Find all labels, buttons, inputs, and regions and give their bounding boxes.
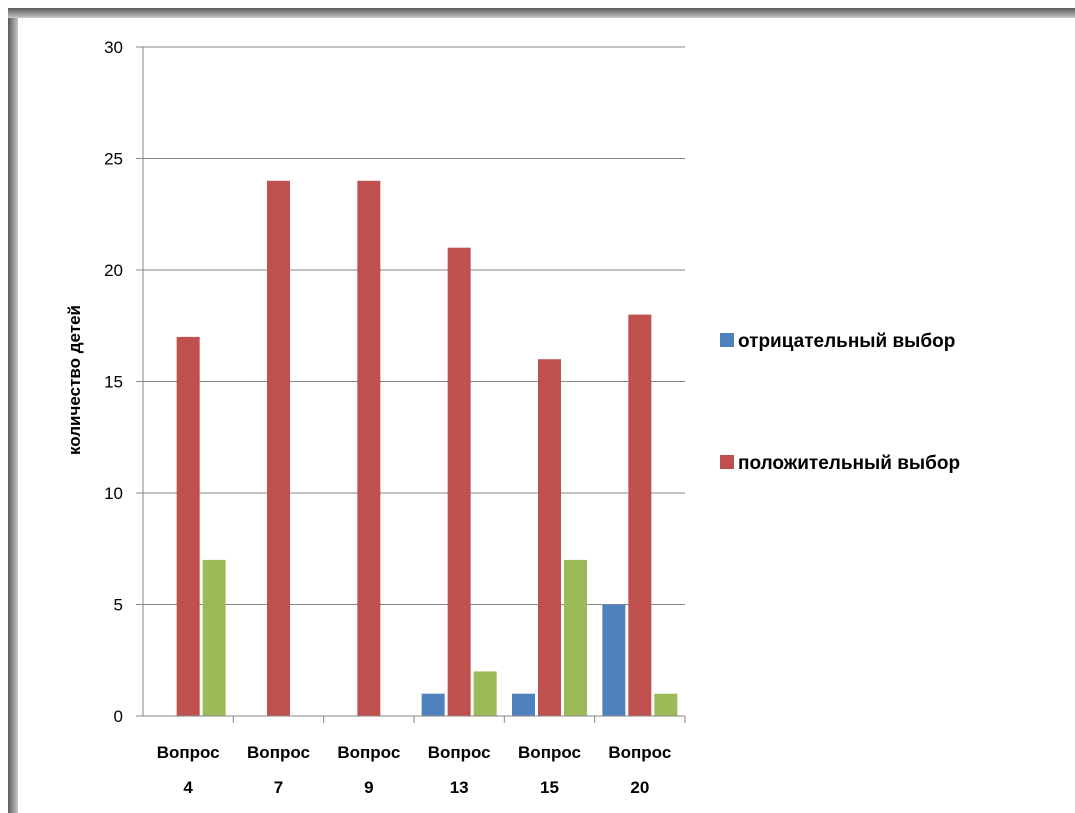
y-tick-label: 0 (114, 707, 123, 726)
legend-label: отрицательный выбор (738, 331, 955, 352)
y-tick-label: 20 (104, 261, 123, 280)
x-tick-label: 20 (630, 778, 649, 797)
x-tick-label: 4 (183, 778, 193, 797)
x-tick-labels: Вопрос 4 Вопрос 7 Вопрос 9 Вопрос 13 Вопрос 15 Воп… (157, 743, 672, 797)
legend-label: положительный выбор (738, 453, 960, 474)
bar (473, 671, 497, 716)
bar (654, 693, 678, 716)
x-tick-label: Вопрос (337, 743, 400, 762)
y-tick-label: 15 (104, 373, 123, 392)
bar (202, 559, 226, 716)
bar (512, 693, 535, 716)
x-tick-label: Вопрос (157, 743, 220, 762)
x-tick-label: Вопрос (608, 743, 671, 762)
bar (357, 180, 381, 717)
x-tick-label: 7 (274, 778, 283, 797)
legend: отрицательный выбор положительный выбор (720, 331, 960, 474)
x-tick-label: 15 (540, 778, 559, 797)
x-tick-label: Вопрос (518, 743, 581, 762)
bar (421, 693, 445, 716)
x-tick-label: Вопрос (428, 743, 491, 762)
bar (538, 359, 561, 716)
x-tick-label: Вопрос (247, 743, 310, 762)
legend-swatch (720, 333, 734, 347)
y-tick-label: 30 (104, 38, 123, 57)
frame-shadow-top (8, 8, 1075, 18)
y-axis-label: количество детей (65, 305, 84, 455)
axes (136, 46, 686, 723)
y-tick-label: 10 (104, 484, 123, 503)
bar (267, 180, 290, 717)
legend-swatch (720, 455, 734, 469)
bar (176, 336, 200, 716)
bar (564, 559, 587, 716)
x-tick-label: 9 (364, 778, 373, 797)
gridlines (143, 46, 685, 605)
x-tick-label: 13 (450, 778, 469, 797)
y-tick-labels: 0 5 10 15 20 25 30 (104, 38, 123, 726)
y-tick-label: 5 (114, 596, 123, 615)
frame-shadow-left (8, 8, 18, 813)
bars (176, 180, 678, 717)
bar (602, 604, 626, 716)
bar (628, 314, 652, 716)
bar (447, 247, 471, 716)
y-tick-label: 25 (104, 150, 123, 169)
